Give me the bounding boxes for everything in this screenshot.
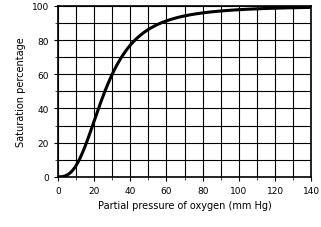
Y-axis label: Saturation percentage: Saturation percentage xyxy=(16,37,26,147)
X-axis label: Partial pressure of oxygen (mm Hg): Partial pressure of oxygen (mm Hg) xyxy=(98,200,272,210)
